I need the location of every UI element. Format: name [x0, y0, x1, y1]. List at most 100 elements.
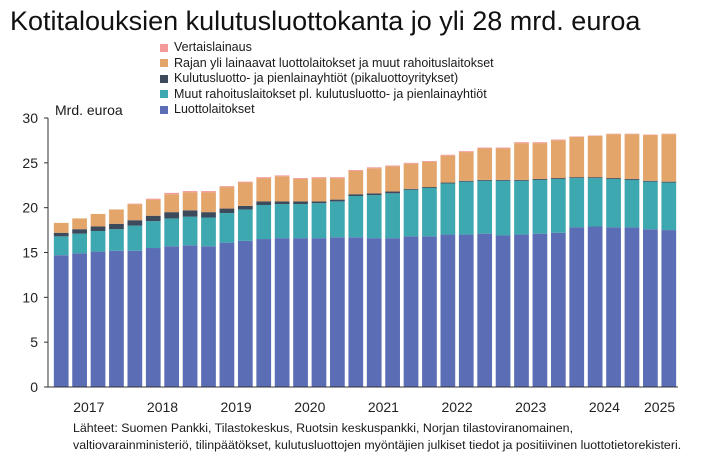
legend-item: Muut rahoituslaitokset pl. kulutusluotto…	[160, 87, 494, 103]
bar-segment	[90, 230, 106, 252]
bar-segment	[643, 181, 658, 230]
bar-segment	[440, 154, 456, 156]
y-tick-label: 15	[22, 245, 38, 261]
bar-segment	[624, 179, 640, 228]
bar-segment	[514, 179, 529, 181]
legend-label: Muut rahoituslaitokset pl. kulutusluotto…	[174, 86, 487, 101]
bar-segment	[348, 194, 364, 197]
bar-segment	[587, 177, 603, 179]
bar-segment	[256, 178, 272, 202]
bar-segment	[477, 180, 493, 234]
bar-segment	[477, 148, 493, 180]
bar-segment	[311, 203, 327, 239]
bar-segment	[274, 201, 290, 205]
legend-item: Vertaislainaus	[160, 40, 494, 56]
y-tick-label: 5	[30, 334, 38, 350]
bar-segment	[532, 178, 548, 180]
bar-segment	[256, 239, 272, 387]
legend-swatch	[160, 90, 168, 99]
bar-segment	[53, 222, 69, 233]
bar-segment	[182, 191, 198, 193]
bar-segment	[458, 181, 474, 235]
source-note: Lähteet: Suomen Pankki, Tilastokeskus, R…	[73, 420, 681, 454]
bar-segment	[53, 236, 69, 256]
bar-segment	[477, 233, 493, 387]
bar-segment	[201, 191, 216, 193]
legend: Vertaislainaus Rajan yli lainaavat luotto…	[160, 40, 494, 118]
bar-segment	[403, 162, 419, 164]
x-tick-label: 2025	[644, 399, 675, 415]
bar-segment	[127, 225, 143, 251]
bar-segment	[422, 187, 437, 237]
bar-segment	[72, 218, 87, 230]
bar-segment	[606, 134, 621, 179]
bar-segment	[219, 187, 235, 209]
bar-segment	[458, 180, 474, 182]
bar-segment	[293, 238, 308, 387]
bar-segment	[237, 205, 253, 210]
bar-segment	[145, 248, 161, 387]
legend-swatch	[160, 59, 168, 68]
bar-segment	[127, 250, 143, 387]
bar-segment	[72, 253, 87, 387]
bar-segment	[201, 217, 216, 247]
bar-segment	[422, 161, 437, 162]
bar-segment	[458, 151, 474, 153]
legend-label: Vertaislainaus	[174, 40, 252, 55]
bar-segment	[274, 175, 290, 177]
bar-segment	[366, 168, 382, 194]
bar-segment	[550, 139, 566, 141]
bar-segment	[532, 179, 548, 234]
bar-segment	[145, 221, 161, 249]
bar-segment	[256, 204, 272, 240]
bar-segment	[182, 192, 198, 211]
bar-segment	[164, 192, 180, 195]
bar-segment	[661, 181, 677, 183]
bar-segment	[495, 148, 511, 180]
bar-segment	[477, 147, 493, 149]
bar-segment	[53, 255, 69, 387]
y-tick-label: 0	[30, 379, 38, 395]
bar-segment	[90, 226, 106, 231]
bar-segment	[569, 178, 585, 228]
bar-segment	[164, 194, 180, 213]
bar-segment	[237, 182, 253, 206]
bar-segment	[182, 210, 198, 217]
bar-segment	[330, 237, 345, 387]
bar-segment	[109, 223, 124, 230]
bar-segment	[311, 201, 327, 204]
bar-segment	[274, 176, 290, 202]
bar-segment	[606, 178, 621, 179]
bar-segment	[403, 189, 419, 237]
bar-segment	[348, 237, 364, 387]
bar-segment	[606, 178, 621, 228]
bar-segment	[569, 177, 585, 179]
bar-segment	[403, 163, 419, 189]
bar-segment	[109, 229, 124, 251]
x-tick-label: 2021	[368, 399, 399, 415]
bar-segment	[587, 135, 603, 178]
x-tick-label: 2019	[221, 399, 252, 415]
bar-segment	[237, 209, 253, 241]
bar-segment	[127, 220, 143, 226]
bar-segment	[550, 140, 566, 179]
bar-segment	[237, 181, 253, 183]
bar-segment	[164, 212, 180, 219]
bar-segment	[219, 242, 235, 387]
bar-segment	[440, 155, 456, 183]
source-line-1: Lähteet: Suomen Pankki, Tilastokeskus, R…	[73, 421, 574, 435]
bar-segment	[643, 135, 658, 181]
bar-segment	[550, 178, 566, 179]
bar-segment	[495, 180, 511, 236]
bar-segment	[366, 167, 382, 169]
bar-area	[53, 133, 677, 387]
bar-segment	[422, 236, 437, 387]
bar-segment	[606, 227, 621, 387]
bar-segment	[201, 246, 216, 387]
legend-label: Luottolaitokset	[174, 102, 255, 117]
bar-segment	[293, 178, 308, 202]
bar-segment	[495, 179, 511, 181]
bar-segment	[72, 233, 87, 254]
bar-segment	[145, 199, 161, 216]
